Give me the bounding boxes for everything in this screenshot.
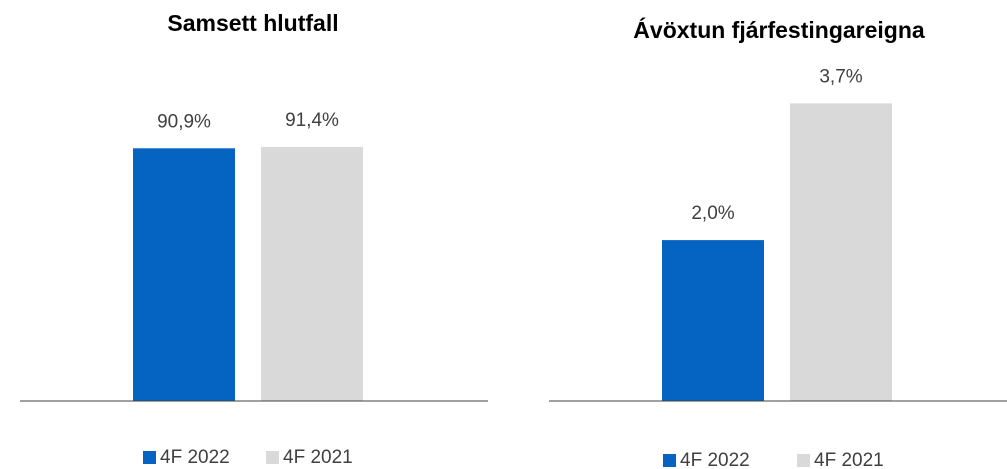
data-label: 90,9% [157, 111, 211, 132]
data-label: 2,0% [691, 203, 734, 224]
legend-label: 4F 2022 [160, 447, 230, 468]
legend-swatch [143, 451, 156, 464]
bar [662, 240, 764, 401]
bar [133, 148, 235, 401]
data-label: 3,7% [819, 66, 862, 87]
legend-label: 4F 2021 [283, 447, 353, 468]
legend-swatch [266, 451, 279, 464]
legend-label: 4F 2022 [680, 450, 750, 469]
data-label: 91,4% [285, 110, 339, 131]
chart-title: Ávöxtun fjárfestingareigna [633, 16, 925, 43]
legend-swatch [797, 454, 810, 467]
legend-swatch [663, 454, 676, 467]
legend-label: 4F 2021 [814, 450, 884, 469]
bar [261, 146, 363, 401]
chart-title: Samsett hlutfall [167, 10, 338, 36]
bar [790, 103, 892, 401]
